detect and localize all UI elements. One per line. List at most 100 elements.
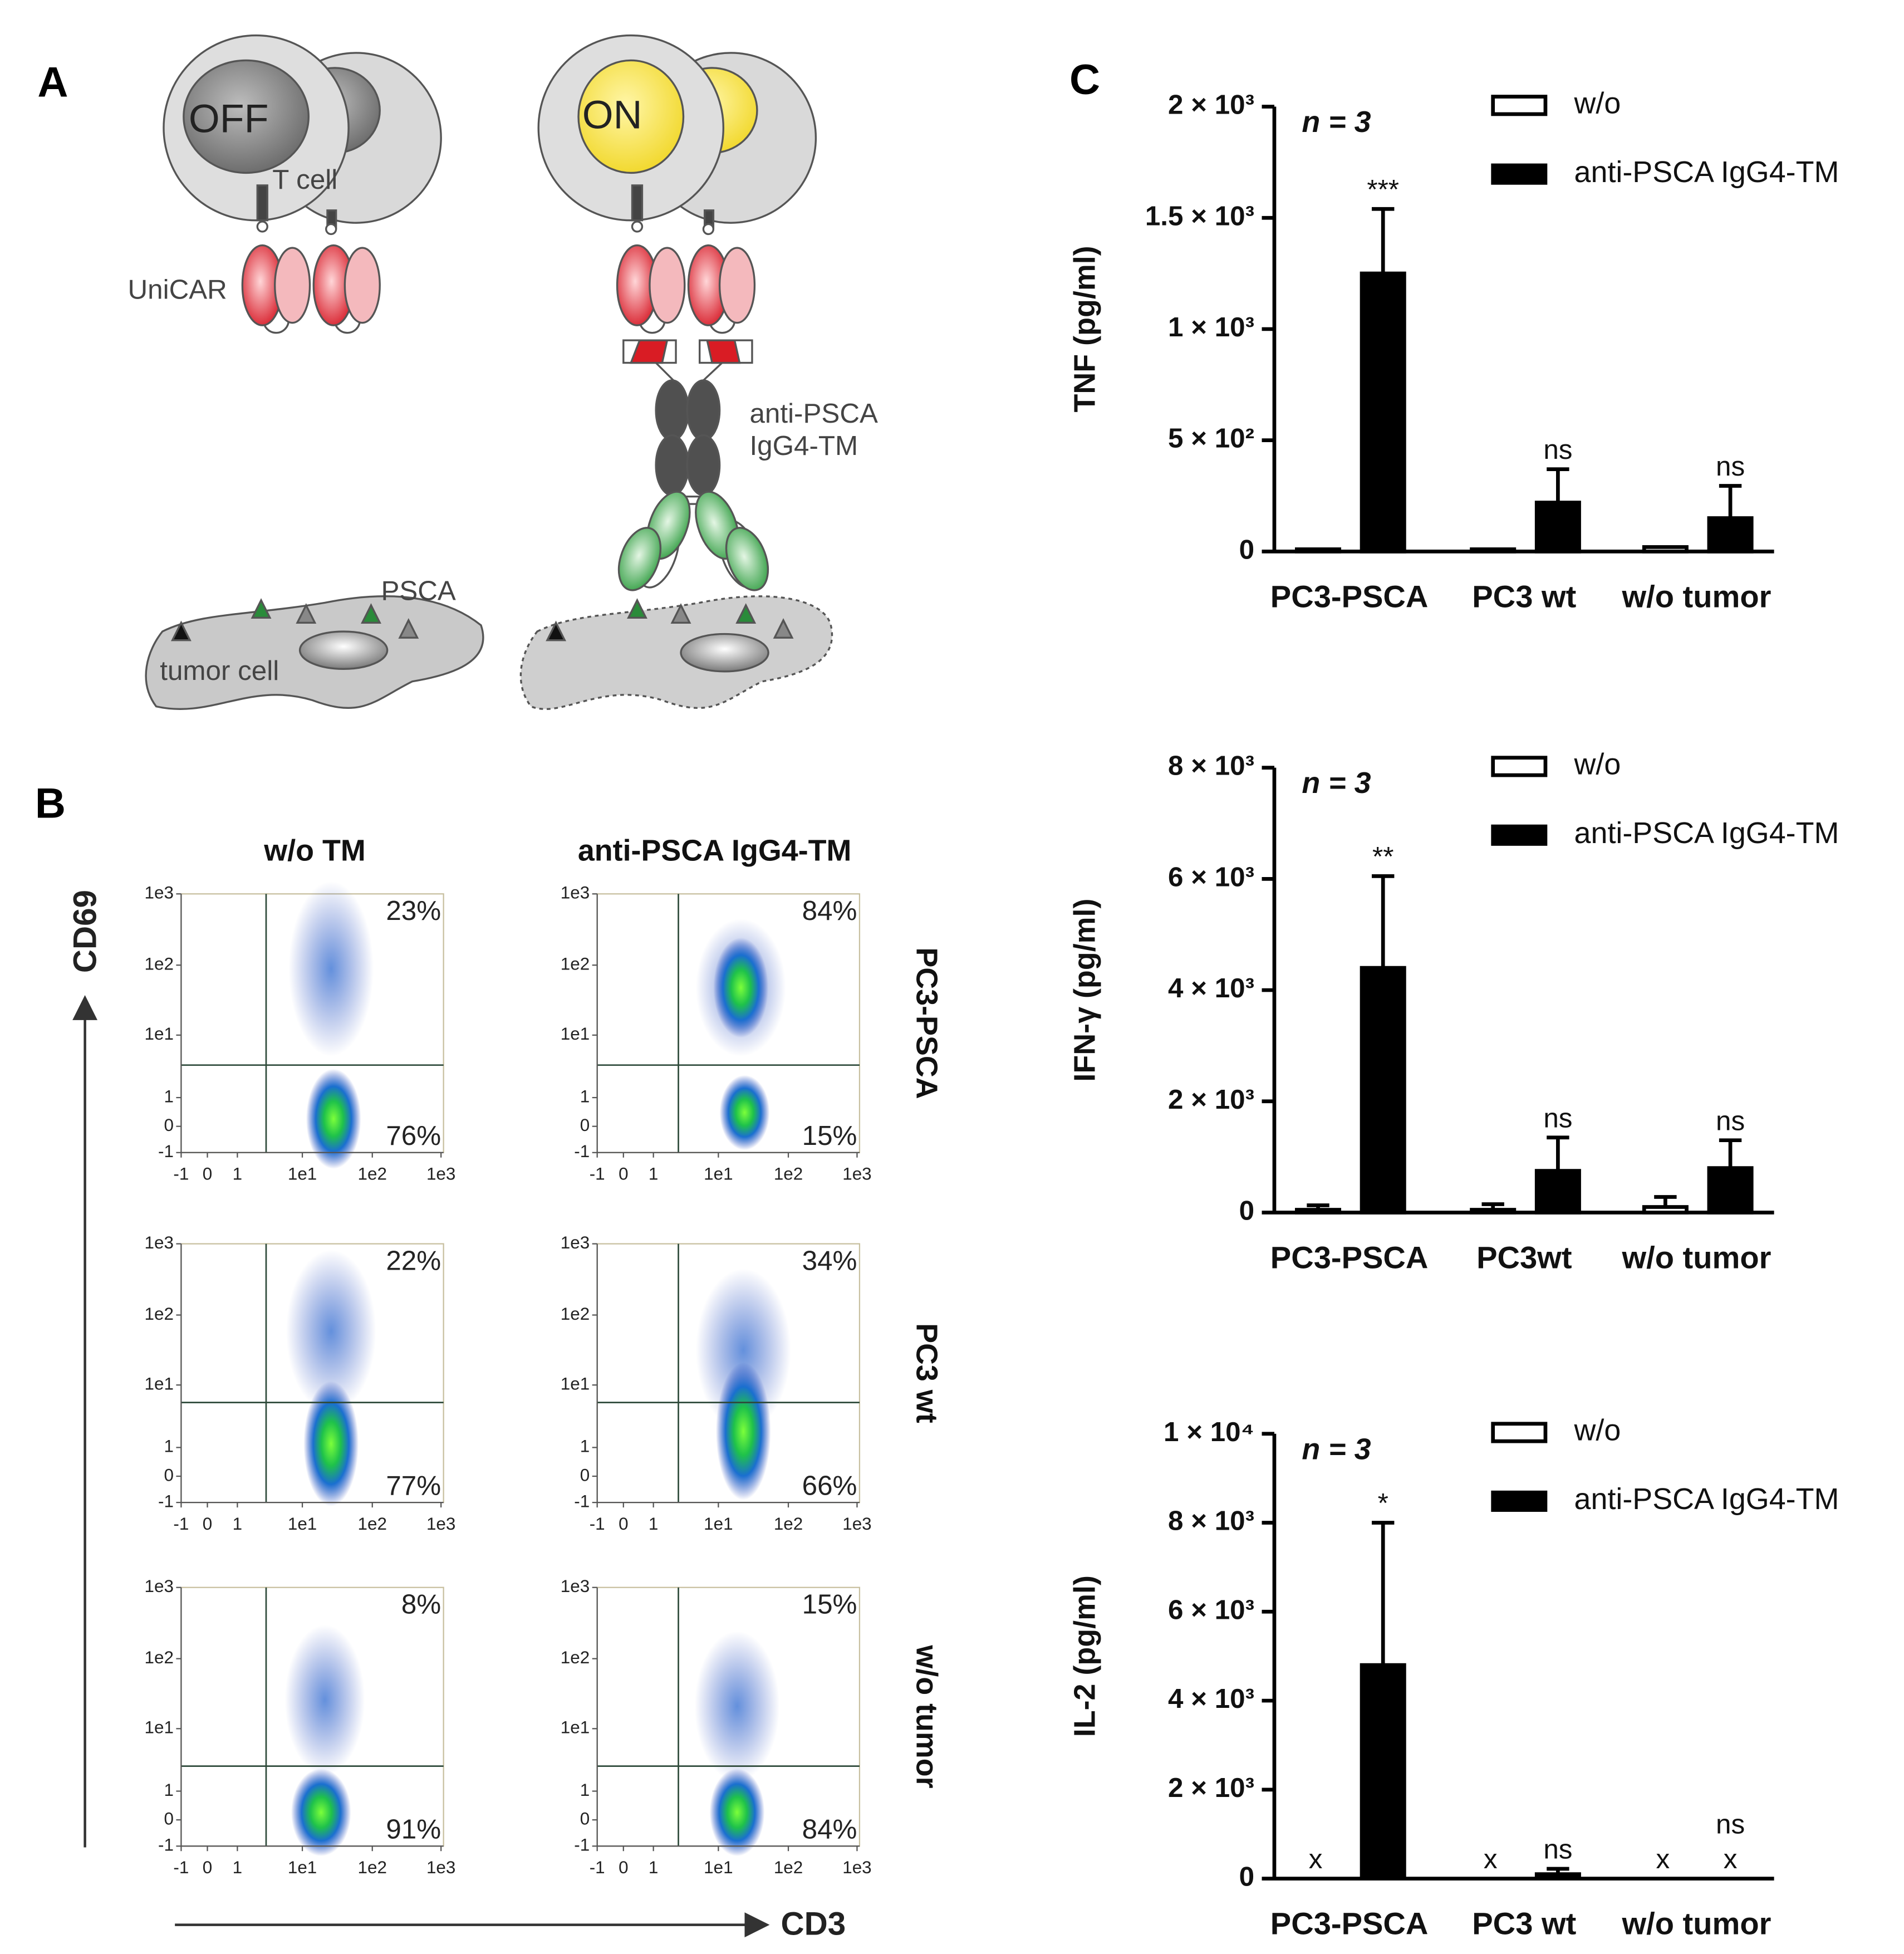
column-header: anti-PSCA IgG4-TM <box>578 834 852 867</box>
x-tick-label: 0 <box>203 1514 212 1534</box>
event-cloud <box>291 1769 351 1857</box>
x-tick-label: 1e2 <box>358 1164 387 1183</box>
quadrant-percent: 84% <box>802 895 857 926</box>
x-tick-label: 1e1 <box>288 1164 317 1183</box>
event-cloud <box>288 881 374 1056</box>
y-tick-label: 1e1 <box>145 1024 174 1044</box>
cell-label: T cell <box>272 164 337 195</box>
y-axis-label: TNF (pg/ml) <box>1068 246 1102 412</box>
bar <box>1360 271 1406 554</box>
error-bar <box>1719 1138 1742 1168</box>
y-tick-label: -1 <box>158 1835 174 1855</box>
y-tick-label: 4 × 10³ <box>1168 1683 1254 1714</box>
event-cloud <box>719 1075 770 1150</box>
bar <box>1360 966 1406 1214</box>
y-tick-label: 1 <box>580 1086 590 1106</box>
x-tick-label: 0 <box>619 1164 628 1183</box>
y-tick-label: 1.5 × 10³ <box>1145 200 1254 231</box>
value-label: x <box>1656 1844 1670 1874</box>
y-tick-label: 1 <box>580 1437 590 1456</box>
y-tick-label: 1e1 <box>145 1718 174 1737</box>
significance: ns <box>1543 1103 1572 1133</box>
y-tick-label: 1 <box>164 1437 173 1456</box>
y-tick-label: 0 <box>1239 534 1254 565</box>
x-tick-label: -1 <box>590 1858 605 1877</box>
y-tick-label: 1e2 <box>145 1304 174 1324</box>
legend-label: w/o <box>1574 86 1621 120</box>
y-tick-label: 1e2 <box>561 1304 590 1324</box>
x-tick-label: 0 <box>619 1858 628 1877</box>
x-tick-label: -1 <box>590 1164 605 1183</box>
bar <box>1534 1872 1581 1880</box>
x-tick-label: PC3-PSCA <box>1270 1240 1429 1275</box>
legend-label: w/o <box>1574 1414 1621 1447</box>
bar <box>1707 516 1754 554</box>
x-tick-label: 0 <box>203 1858 212 1877</box>
x-tick-label: PC3 wt <box>1472 579 1576 614</box>
y-tick-label: 1e2 <box>561 1648 590 1667</box>
annotation: n = 3 <box>1302 1432 1371 1466</box>
y-tick-label: 6 × 10³ <box>1168 1594 1254 1625</box>
y-tick-label: 2 × 10³ <box>1168 1772 1254 1803</box>
bar <box>1470 1208 1517 1214</box>
legend-label: w/o <box>1574 748 1621 781</box>
x-tick-label: 1 <box>233 1858 242 1877</box>
y-tick-label: 6 × 10³ <box>1168 861 1254 892</box>
x-tick-label: 1 <box>649 1514 658 1534</box>
quadrant-percent: 66% <box>802 1470 857 1501</box>
bar <box>1534 501 1581 554</box>
y-tick-label: 1e1 <box>561 1024 590 1044</box>
state-label: ON <box>582 93 642 138</box>
y-tick-label: 1e2 <box>561 954 590 973</box>
target-module <box>617 339 769 591</box>
y-tick-label: 1 × 10³ <box>1168 312 1254 342</box>
y-axis-label: IFN-γ (pg/ml) <box>1068 899 1102 1082</box>
y-tick-label: 1e1 <box>145 1374 174 1393</box>
x-tick-label: -1 <box>173 1514 189 1534</box>
error-bar <box>1654 1195 1677 1207</box>
nucleus <box>183 59 310 174</box>
quadrant-percent: 76% <box>386 1120 441 1151</box>
value-label: x <box>1309 1844 1323 1874</box>
event-cloud <box>715 1362 771 1500</box>
y-tick-label: -1 <box>574 1491 590 1511</box>
y-tick-label: 1e1 <box>561 1718 590 1737</box>
significance: ns <box>1716 1105 1745 1136</box>
legend-swatch <box>1491 95 1548 116</box>
tumor-label: tumor cell <box>160 655 279 686</box>
bar <box>1642 545 1689 554</box>
legend-label: anti-PSCA IgG4-TM <box>1574 1482 1839 1516</box>
x-tick-label: 1 <box>233 1514 242 1534</box>
y-tick-label: 0 <box>580 1809 590 1828</box>
y-tick-label: 4 × 10³ <box>1168 973 1254 1003</box>
y-axis-label: IL-2 (pg/ml) <box>1068 1575 1102 1737</box>
x-tick-label: 1e3 <box>842 1164 871 1183</box>
x-tick-label: 1e1 <box>704 1164 733 1183</box>
bar-charts: 0 5 × 10² 1 × 10³ 1.5 × 10³ 2 × 10³ TNF (pg/m… <box>1068 86 1839 1941</box>
legend-label: anti-PSCA IgG4-TM <box>1574 155 1839 189</box>
diagram <box>145 34 833 710</box>
legend-swatch <box>1491 824 1548 846</box>
significance: ns <box>1543 434 1572 465</box>
x-tick-label: 1e3 <box>426 1164 455 1183</box>
y-tick-label: 1 <box>580 1780 590 1800</box>
bar <box>1470 547 1517 554</box>
tumor-nucleus <box>298 630 389 670</box>
x-tick-label: 1e2 <box>774 1858 803 1877</box>
y-tick-label: 0 <box>164 1809 173 1828</box>
error-bar <box>1547 467 1569 503</box>
module-label: IgG4-TM <box>749 430 858 461</box>
y-tick-label: 1e1 <box>561 1374 590 1393</box>
value-label: x <box>1484 1844 1498 1874</box>
significance: *** <box>1367 174 1399 205</box>
x-tick-label: 1e2 <box>358 1514 387 1534</box>
bar <box>1360 1663 1406 1880</box>
nucleus <box>577 59 685 174</box>
row-label: PC3 wt <box>910 1323 943 1423</box>
significance: ns <box>1716 451 1745 482</box>
quadrant-percent: 84% <box>802 1814 857 1844</box>
x-tick-label: 1e2 <box>358 1858 387 1877</box>
row-label: PC3-PSCA <box>910 947 943 1099</box>
